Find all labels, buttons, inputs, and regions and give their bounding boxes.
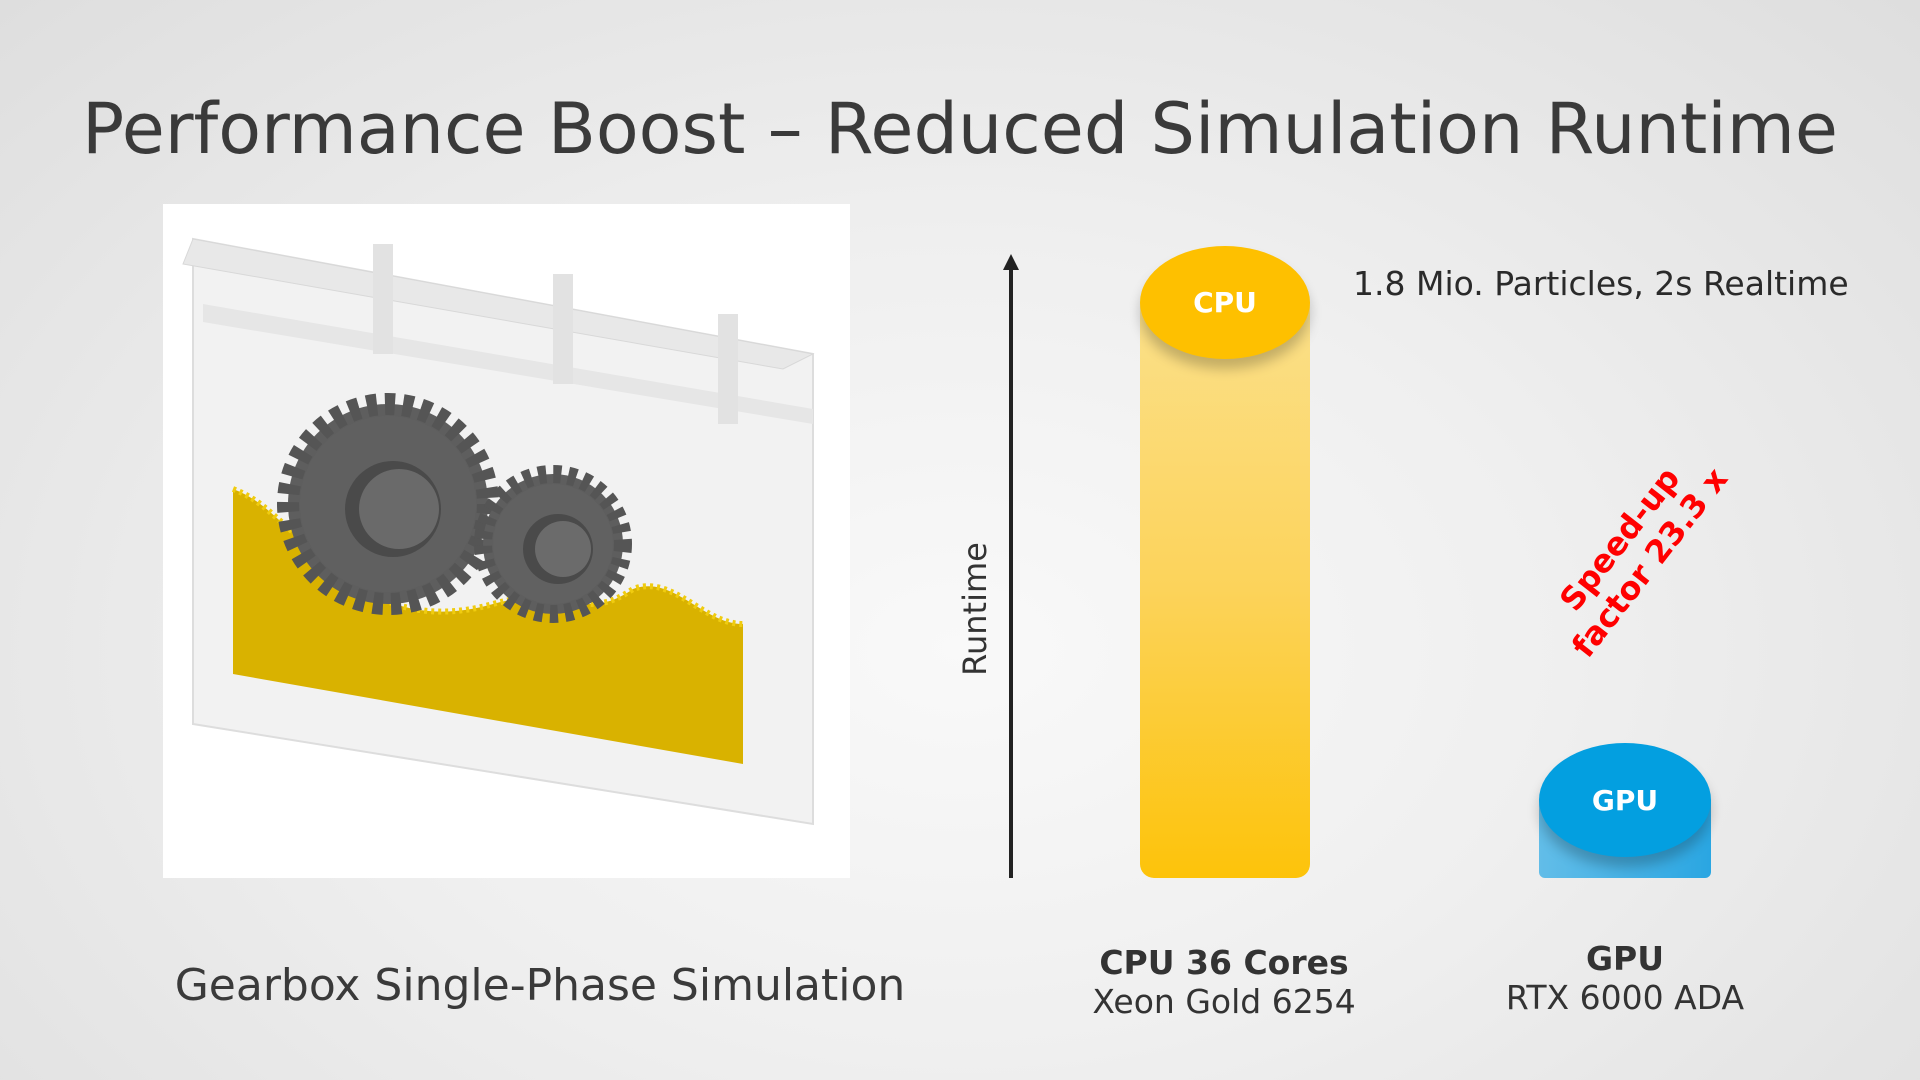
cpu-label-subtitle: Xeon Gold 6254 — [1092, 982, 1356, 1021]
gpu-label-subtitle: RTX 6000 ADA — [1505, 978, 1745, 1017]
bolt-icon — [553, 274, 573, 384]
small-gear-icon — [474, 465, 632, 623]
cpu-label-title: CPU 36 Cores — [1099, 943, 1349, 982]
large-gear-icon — [277, 393, 499, 615]
simulation-caption: Gearbox Single-Phase Simulation — [174, 960, 906, 1011]
bolt-icon — [718, 314, 738, 424]
gearbox-simulation-image — [163, 204, 850, 878]
gpu-label: GPU RTX 6000 ADA — [1425, 939, 1825, 1017]
runtime-axis — [1009, 262, 1013, 878]
slide-title: Performance Boost – Reduced Simulation R… — [81, 88, 1838, 170]
bolt-icon — [373, 244, 393, 354]
cpu-bar-cap: CPU — [1140, 246, 1310, 359]
axis-label: Runtime — [956, 542, 994, 676]
cpu-runtime-bar — [1140, 302, 1310, 878]
speedup-annotation: Speed-up factor 23.3 x — [1534, 437, 1736, 665]
gpu-bar-cap: GPU — [1539, 743, 1711, 857]
cpu-cap-label: CPU — [1193, 286, 1257, 319]
particles-note: 1.8 Mio. Particles, 2s Realtime — [1353, 264, 1849, 303]
gpu-label-title: GPU — [1585, 939, 1665, 978]
gpu-cap-label: GPU — [1591, 783, 1659, 817]
cpu-label: CPU 36 Cores Xeon Gold 6254 — [1024, 943, 1424, 1021]
